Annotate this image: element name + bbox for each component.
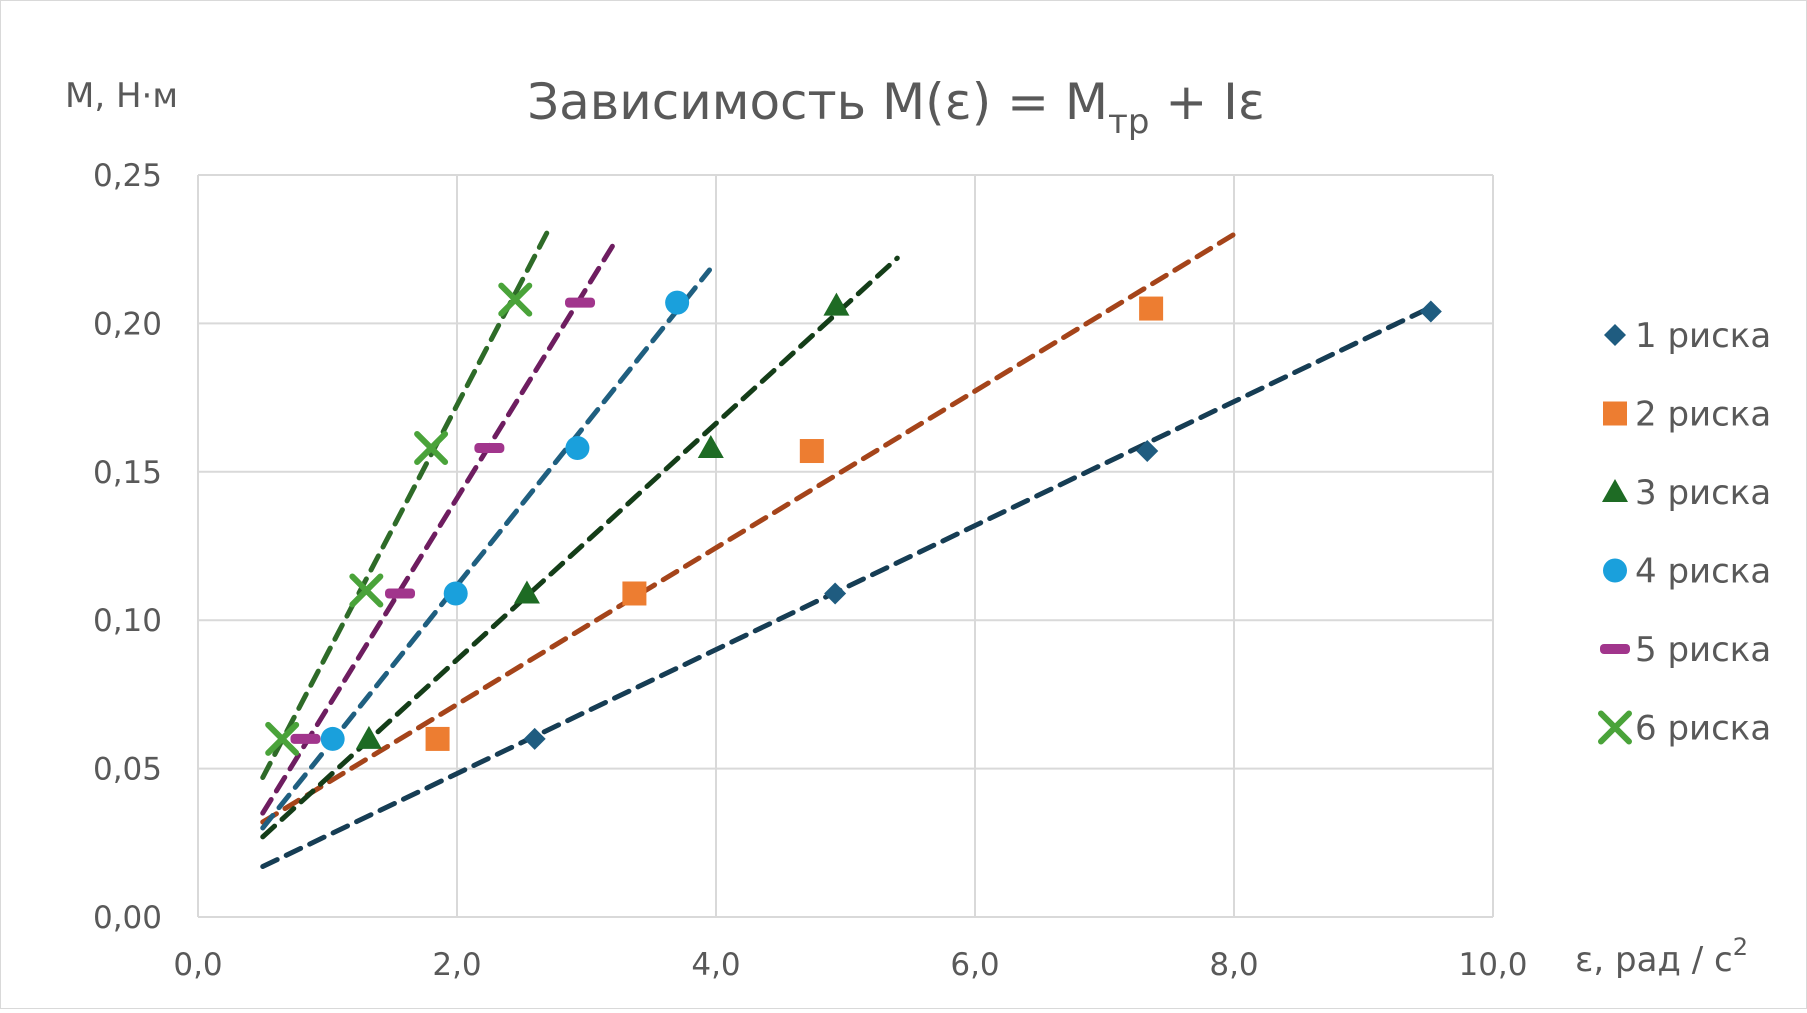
- trendline-3: [260, 255, 900, 840]
- legend-marker-6: [1598, 710, 1632, 745]
- legend-marker-1: [1604, 324, 1626, 346]
- legend-marker-2: [1603, 401, 1627, 426]
- data-point-square: [622, 581, 647, 606]
- gridlines: [197, 174, 1494, 918]
- legend-marker-3: [1602, 479, 1628, 502]
- x-axis-label: ε, рад / с2: [1575, 933, 1748, 980]
- chart-title-main: Зависимость M(ε) = M: [527, 73, 1108, 131]
- trendlines: [260, 228, 1431, 870]
- x-tick-label: 0,0: [173, 947, 222, 983]
- x-axis-label-main: ε, рад / с: [1575, 940, 1733, 980]
- data-point-diamond: [1419, 300, 1442, 323]
- legend: 1 риска 2 риска 3 риска 4 риска 5 риска 6 рис…: [1598, 316, 1771, 749]
- trendline-2: [260, 231, 1237, 825]
- data-point-dash: [385, 588, 416, 599]
- data-point-square: [425, 726, 450, 751]
- trendline-1: [260, 306, 1431, 870]
- legend-label-4: 4 риска: [1635, 552, 1771, 592]
- data-point-circle: [665, 290, 690, 315]
- legend-label-3: 3 риска: [1635, 473, 1771, 513]
- x-tick-label: 4,0: [691, 947, 740, 983]
- data-point-x: [349, 573, 384, 608]
- legend-label-6: 6 риска: [1635, 709, 1771, 749]
- legend-label-1: 1 риска: [1635, 316, 1771, 356]
- x-axis-label-superscript: 2: [1733, 933, 1748, 961]
- chart-title-suffix: + Iε: [1149, 73, 1264, 131]
- data-point-diamond: [1136, 440, 1159, 463]
- data-point-circle: [565, 436, 590, 461]
- legend-marker-5: [1600, 644, 1630, 654]
- data-point-triangle: [823, 292, 850, 316]
- chart-title: Зависимость M(ε) = Mтр + Iε: [527, 73, 1265, 142]
- data-point-dash: [474, 443, 505, 454]
- trendline-6: [260, 228, 551, 781]
- data-point-circle: [443, 581, 468, 606]
- tick-labels: 0,00 0,05 0,10 0,15 0,20 0,25 0,0 2,0 4,0 6,0 8,0 1…: [93, 158, 1528, 983]
- y-tick-label: 0,25: [93, 158, 162, 194]
- data-point-triangle: [697, 435, 724, 459]
- data-point-dash: [290, 733, 321, 744]
- data-point-triangle: [355, 725, 382, 749]
- x-tick-label: 6,0: [950, 947, 999, 983]
- data-point-diamond: [824, 582, 847, 605]
- y-tick-label: 0,00: [93, 900, 162, 936]
- data-point-square: [799, 439, 824, 464]
- x-tick-label: 10,0: [1458, 947, 1527, 983]
- trendline-5: [260, 243, 615, 816]
- data-point-circle: [320, 726, 345, 751]
- x-tick-label: 8,0: [1209, 947, 1258, 983]
- data-point-x: [498, 282, 533, 317]
- data-point-triangle: [513, 580, 540, 604]
- legend-label-5: 5 риска: [1635, 630, 1771, 670]
- y-axis-label: M, Н·м: [65, 76, 178, 116]
- y-tick-label: 0,10: [93, 603, 162, 639]
- y-tick-label: 0,05: [93, 752, 162, 788]
- legend-marker-4: [1603, 558, 1627, 583]
- data-point-x: [414, 431, 449, 466]
- y-tick-label: 0,15: [93, 455, 162, 491]
- chart-title-subscript: тр: [1108, 102, 1149, 142]
- data-point-diamond: [523, 727, 546, 750]
- data-point-x: [265, 721, 300, 756]
- data-point-dash: [565, 297, 596, 308]
- x-tick-label: 2,0: [432, 947, 481, 983]
- y-tick-label: 0,20: [93, 306, 162, 342]
- data-markers: [265, 282, 1442, 756]
- data-point-square: [1139, 296, 1164, 321]
- legend-label-2: 2 риска: [1635, 395, 1771, 435]
